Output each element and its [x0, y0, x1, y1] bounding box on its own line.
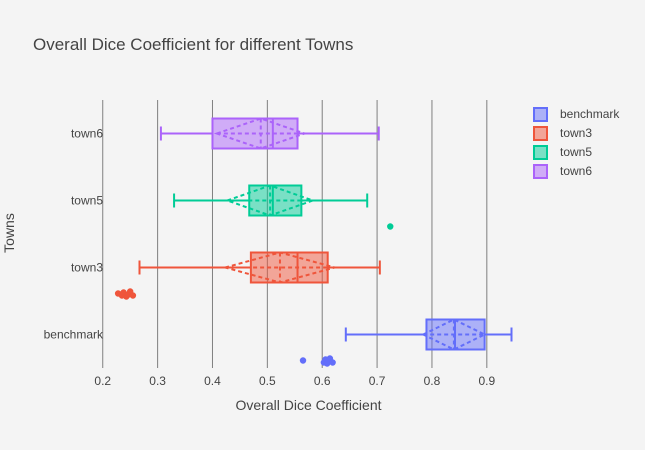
legend-label: town5	[560, 145, 592, 159]
box-town5	[173, 184, 394, 230]
legend: benchmark town3 town5 town6	[533, 107, 620, 179]
legend-item-benchmark: benchmark	[533, 107, 620, 122]
sd-diamond	[224, 184, 316, 217]
x-tick-label: 0.6	[314, 374, 331, 388]
chart-title: Overall Dice Coefficient for different T…	[33, 35, 353, 54]
outlier-point	[387, 223, 394, 230]
outlier-point	[129, 292, 137, 299]
x-tick-label: 0.3	[149, 374, 166, 388]
legend-swatch	[533, 107, 548, 122]
legend-item-town3: town3	[533, 126, 592, 141]
legend-item-town6: town6	[533, 164, 592, 179]
legend-swatch	[533, 145, 548, 160]
outlier-point	[329, 359, 336, 366]
x-tick-label: 0.2	[94, 374, 111, 388]
legend-swatch	[533, 164, 548, 179]
box-benchmark	[299, 318, 513, 367]
legend-label: town3	[560, 126, 592, 140]
box-series	[114, 117, 513, 367]
outlier-point	[299, 357, 307, 364]
y-tick-label: town3	[71, 261, 103, 275]
legend-item-town5: town5	[533, 145, 592, 160]
x-tick-label: 0.4	[204, 374, 221, 388]
y-tick-label: benchmark	[44, 328, 104, 342]
y-axis-title: Towns	[1, 213, 17, 253]
x-tick-label: 0.9	[478, 374, 495, 388]
legend-swatch	[533, 126, 548, 141]
x-tick-label: 0.5	[259, 374, 276, 388]
y-tick-label: town5	[71, 194, 103, 208]
legend-label: benchmark	[560, 107, 620, 121]
axis-ticks: 0.2 0.3 0.4 0.5 0.6 0.7 0.8 0.9 benchmark town3 to…	[44, 127, 496, 389]
sd-diamond	[221, 251, 339, 284]
x-axis-title: Overall Dice Coefficient	[235, 397, 381, 413]
legend-label: town6	[560, 164, 592, 178]
box-town3	[114, 251, 381, 300]
x-tick-label: 0.7	[369, 374, 386, 388]
box-town6	[159, 117, 380, 150]
x-tick-label: 0.8	[424, 374, 441, 388]
y-tick-label: town6	[71, 127, 103, 141]
sd-diamond	[420, 318, 487, 351]
